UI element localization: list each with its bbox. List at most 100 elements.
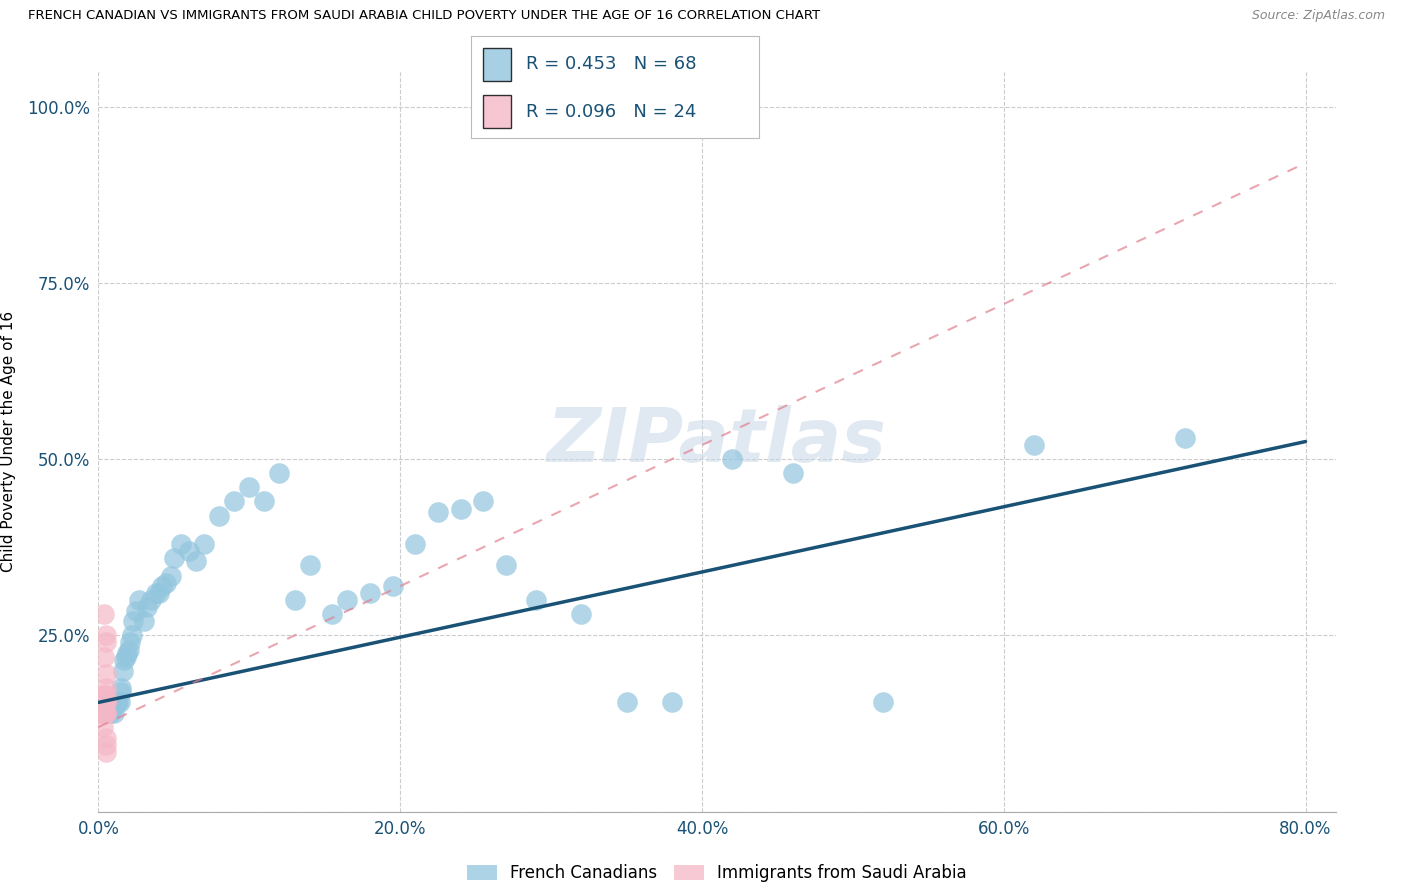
Point [98, 698, 121, 713]
Y-axis label: Child Poverty Under the Age of 16: Child Poverty Under the Age of 16 [1, 311, 15, 572]
Point [177, 544, 200, 558]
Point [96, 698, 118, 713]
Point [93, 689, 115, 703]
Point [90, 706, 112, 720]
Point [122, 615, 145, 629]
Point [94, 695, 117, 709]
Point [872, 695, 894, 709]
Point [253, 494, 276, 508]
Point [426, 505, 449, 519]
Point [94, 731, 117, 745]
Point [359, 586, 381, 600]
Point [91, 720, 114, 734]
Point [101, 702, 124, 716]
Point [94, 689, 117, 703]
Point [148, 586, 170, 600]
FancyBboxPatch shape [482, 48, 512, 81]
Point [381, 579, 404, 593]
Point [94, 667, 117, 681]
Point [98, 695, 121, 709]
Text: ZIPatlas: ZIPatlas [547, 405, 887, 478]
Point [141, 593, 163, 607]
Point [450, 501, 472, 516]
Point [110, 681, 132, 696]
Point [269, 467, 291, 481]
Point [93, 649, 115, 664]
Point [150, 579, 173, 593]
Point [163, 550, 186, 565]
Point [93, 706, 115, 720]
Point [336, 593, 359, 607]
Point [135, 600, 157, 615]
Point [125, 604, 148, 618]
Point [101, 695, 124, 709]
Point [94, 635, 117, 649]
Point [1022, 438, 1045, 452]
Point [186, 554, 208, 568]
Point [117, 642, 139, 657]
Point [298, 558, 321, 572]
Point [94, 745, 117, 759]
Text: R = 0.453   N = 68: R = 0.453 N = 68 [526, 55, 696, 73]
Point [132, 615, 155, 629]
Point [404, 537, 426, 551]
Point [112, 653, 135, 667]
Point [100, 706, 122, 720]
Point [121, 628, 143, 642]
Point [524, 593, 547, 607]
Point [103, 698, 125, 713]
Point [105, 695, 128, 709]
Point [114, 649, 136, 664]
Point [90, 695, 112, 709]
Text: R = 0.096   N = 24: R = 0.096 N = 24 [526, 103, 696, 120]
Point [91, 706, 114, 720]
Point [104, 695, 127, 709]
Point [94, 695, 117, 709]
Point [495, 558, 517, 572]
Point [145, 586, 167, 600]
Point [472, 494, 495, 508]
Point [721, 452, 744, 467]
Point [107, 695, 129, 709]
Point [111, 664, 134, 678]
Point [93, 706, 115, 720]
Point [91, 695, 114, 709]
Point [94, 628, 117, 642]
Point [284, 593, 307, 607]
Point [94, 706, 117, 720]
Point [115, 646, 138, 660]
Point [91, 706, 114, 720]
Point [91, 689, 114, 703]
Point [93, 695, 115, 709]
Point [94, 706, 117, 720]
Point [93, 702, 115, 716]
Point [128, 593, 150, 607]
Point [170, 537, 193, 551]
Point [208, 508, 231, 523]
Point [616, 695, 638, 709]
Point [238, 480, 260, 494]
Point [94, 738, 117, 752]
Point [94, 698, 117, 713]
Point [103, 706, 125, 720]
FancyBboxPatch shape [482, 95, 512, 128]
Point [661, 695, 683, 709]
Point [96, 695, 118, 709]
Point [321, 607, 343, 622]
Point [155, 575, 177, 590]
Point [108, 695, 131, 709]
Text: FRENCH CANADIAN VS IMMIGRANTS FROM SAUDI ARABIA CHILD POVERTY UNDER THE AGE OF 1: FRENCH CANADIAN VS IMMIGRANTS FROM SAUDI… [28, 9, 820, 22]
Point [224, 494, 246, 508]
Point [120, 635, 142, 649]
Point [100, 695, 122, 709]
Point [569, 607, 592, 622]
Point [782, 467, 804, 481]
Point [94, 706, 117, 720]
Text: Source: ZipAtlas.com: Source: ZipAtlas.com [1251, 9, 1385, 22]
Legend: French Canadians, Immigrants from Saudi Arabia: French Canadians, Immigrants from Saudi … [460, 857, 974, 888]
Point [1174, 431, 1197, 445]
Point [94, 681, 117, 696]
Point [193, 537, 215, 551]
Point [93, 607, 115, 622]
Point [160, 568, 183, 582]
